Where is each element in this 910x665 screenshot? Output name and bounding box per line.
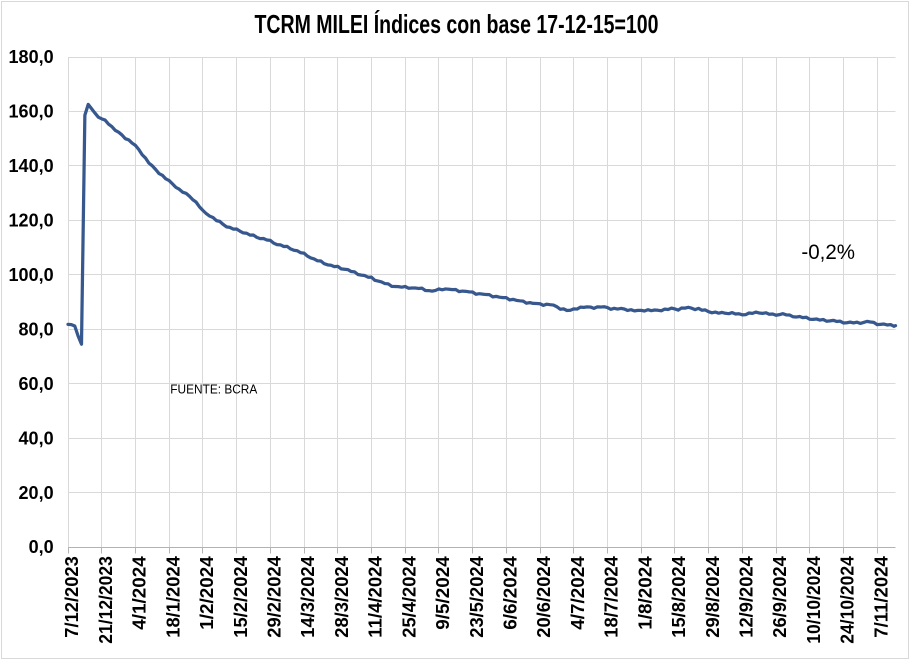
svg-text:18/1/2024: 18/1/2024: [162, 556, 183, 638]
svg-text:18/7/2024: 18/7/2024: [601, 556, 622, 638]
svg-text:26/9/2024: 26/9/2024: [769, 556, 790, 638]
svg-text:10/10/2024: 10/10/2024: [803, 556, 824, 644]
svg-text:0,0: 0,0: [29, 537, 54, 557]
svg-text:60,0: 60,0: [19, 374, 54, 394]
svg-text:4/1/2024: 4/1/2024: [129, 555, 150, 629]
svg-text:FUENTE: BCRA: FUENTE: BCRA: [170, 382, 257, 397]
svg-text:20/6/2024: 20/6/2024: [533, 556, 554, 638]
svg-text:4/7/2024: 4/7/2024: [567, 555, 588, 629]
svg-text:12/9/2024: 12/9/2024: [735, 556, 756, 638]
svg-text:40,0: 40,0: [19, 428, 54, 448]
svg-text:21/12/2023: 21/12/2023: [95, 556, 116, 644]
svg-text:29/2/2024: 29/2/2024: [263, 556, 284, 638]
svg-text:20,0: 20,0: [19, 483, 54, 503]
svg-text:6/6/2024: 6/6/2024: [499, 555, 520, 629]
svg-text:11/4/2024: 11/4/2024: [365, 555, 386, 637]
svg-text:28/3/2024: 28/3/2024: [331, 556, 352, 638]
svg-text:23/5/2024: 23/5/2024: [466, 556, 487, 638]
svg-text:7/12/2023: 7/12/2023: [61, 556, 82, 638]
svg-text:80,0: 80,0: [19, 319, 54, 339]
svg-text:TCRM MILEI Índices con base 17: TCRM MILEI Índices con base 17-12-15=100: [255, 10, 659, 39]
svg-text:180,0: 180,0: [9, 47, 54, 67]
svg-text:-0,2%: -0,2%: [801, 241, 855, 264]
svg-text:29/8/2024: 29/8/2024: [702, 556, 723, 638]
svg-text:24/10/2024: 24/10/2024: [837, 556, 858, 644]
svg-text:15/2/2024: 15/2/2024: [230, 556, 251, 638]
svg-text:160,0: 160,0: [9, 102, 54, 122]
svg-text:9/5/2024: 9/5/2024: [432, 555, 453, 629]
svg-text:14/3/2024: 14/3/2024: [297, 556, 318, 638]
svg-text:140,0: 140,0: [9, 156, 54, 176]
svg-text:25/4/2024: 25/4/2024: [398, 556, 419, 638]
svg-text:100,0: 100,0: [9, 265, 54, 285]
svg-text:15/8/2024: 15/8/2024: [668, 556, 689, 638]
svg-text:7/11/2024: 7/11/2024: [870, 555, 891, 637]
svg-text:1/2/2024: 1/2/2024: [196, 555, 217, 629]
svg-text:120,0: 120,0: [9, 211, 54, 231]
svg-text:1/8/2024: 1/8/2024: [634, 555, 655, 629]
